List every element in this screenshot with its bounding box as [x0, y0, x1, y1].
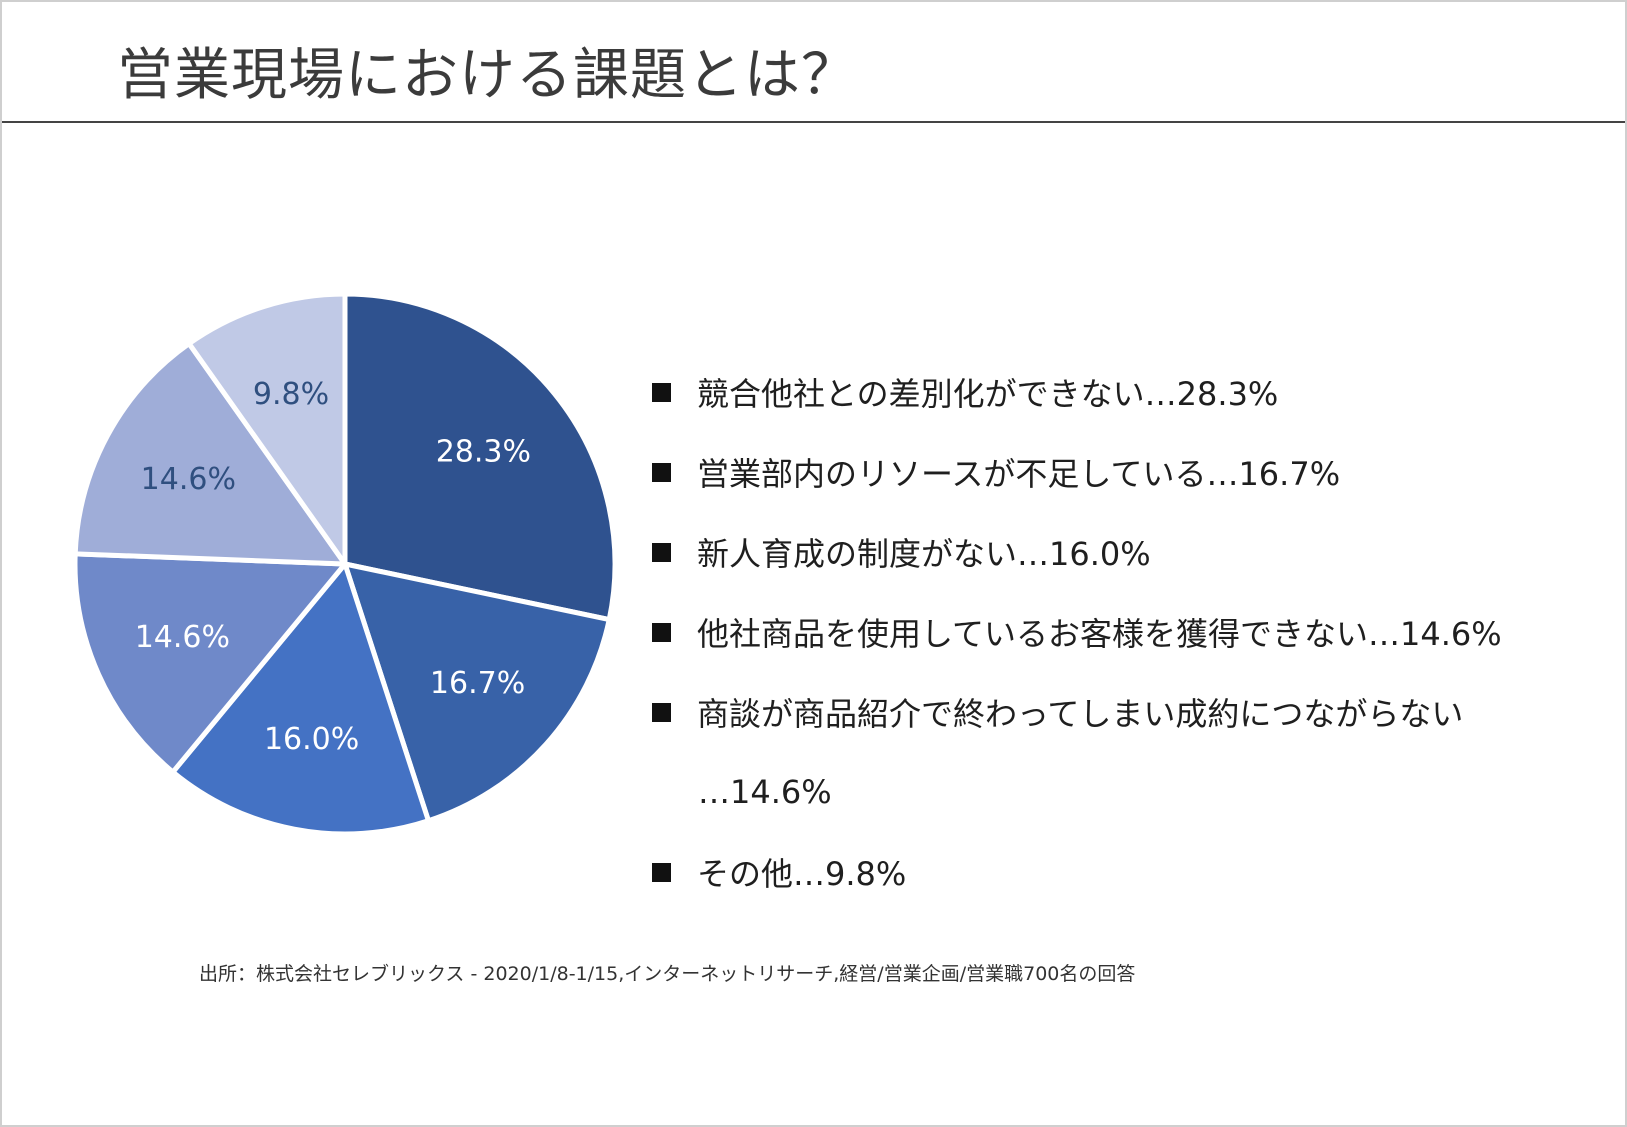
square-bullet-icon — [652, 462, 671, 482]
legend-item: 営業部内のリソースが不足している…16.7% — [652, 432, 1612, 512]
pie-slice-label: 14.6% — [141, 462, 236, 497]
square-bullet-icon — [652, 862, 671, 882]
pie-slice — [186, 291, 348, 567]
source-note: 出所：株式会社セレブリックス - 2020/1/8-1/15,インターネットリサ… — [199, 963, 1136, 985]
pie-slice — [72, 551, 348, 775]
square-bullet-icon — [652, 702, 671, 722]
legend-item-label: 他社商品を使用しているお客様を獲得できない…14.6% — [697, 615, 1502, 653]
legend-item-label: その他…9.8% — [697, 855, 907, 893]
pie-slice — [72, 341, 348, 567]
legend-item: 競合他社との差別化ができない…28.3% — [652, 352, 1612, 432]
legend-item-label: 新人育成の制度がない…16.0% — [697, 535, 1151, 573]
pie-slice-label: 16.7% — [430, 666, 525, 701]
legend: 競合他社との差別化ができない…28.3% 営業部内のリソースが不足している…16… — [652, 352, 1612, 912]
pie-slice-label: 9.8% — [253, 377, 329, 412]
pie-labels: 28.3% 16.7% 16.0% 14.6% 14.6% 9.8% — [135, 377, 531, 757]
square-bullet-icon — [652, 382, 671, 402]
pie-slice-label: 28.3% — [436, 435, 531, 470]
legend-item: 商談が商品紹介で終わってしまい成約につながらない — [652, 672, 1612, 752]
pie-slices — [72, 291, 618, 837]
legend-item: その他…9.8% — [652, 832, 1612, 912]
pie-slice-label: 16.0% — [264, 722, 359, 757]
legend-item: 他社商品を使用しているお客様を獲得できない…14.6% — [652, 592, 1612, 672]
legend-item-label: …14.6% — [698, 773, 832, 811]
square-bullet-icon — [652, 542, 671, 562]
legend-item: 新人育成の制度がない…16.0% — [652, 512, 1612, 592]
legend-item-label: 営業部内のリソースが不足している…16.7% — [697, 455, 1341, 493]
square-bullet-icon — [652, 622, 671, 642]
page-title: 営業現場における課題とは？ — [117, 43, 858, 108]
legend-item-label: 商談が商品紹介で終わってしまい成約につながらない — [697, 695, 1464, 733]
title-divider — [2, 121, 1625, 123]
pie-chart: 28.3% 16.7% 16.0% 14.6% 14.6% 9.8% — [72, 291, 618, 837]
pie-slice — [342, 291, 618, 623]
legend-item-label: 競合他社との差別化ができない…28.3% — [697, 375, 1279, 413]
pie-slice — [342, 561, 612, 824]
pie-slice-label: 14.6% — [135, 620, 230, 655]
pie-slice — [170, 561, 431, 837]
legend-item-continuation: …14.6% — [652, 752, 1612, 832]
